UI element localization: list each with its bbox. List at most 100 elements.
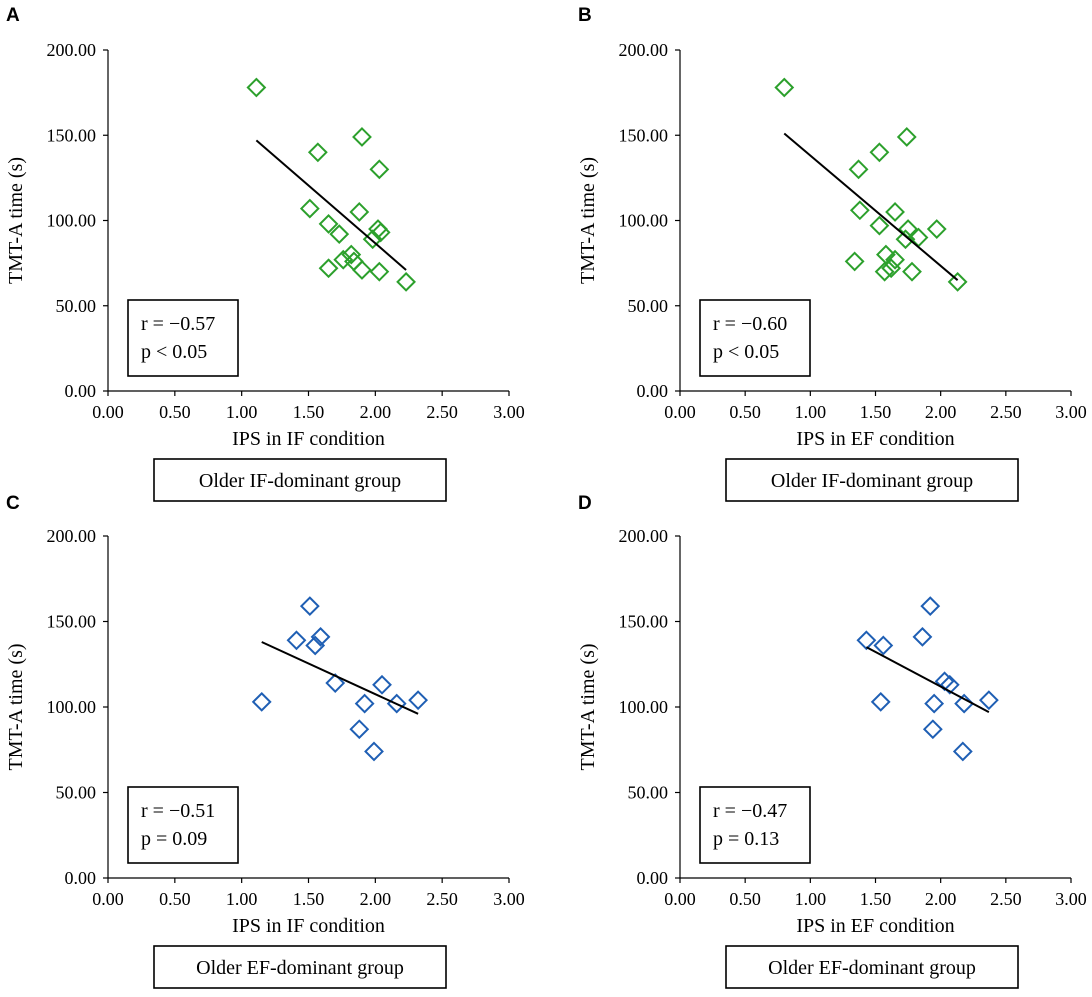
data-point [885,249,905,270]
data-point [329,224,350,245]
data-point [869,215,890,236]
trend-line [783,132,959,281]
data-point [954,693,975,714]
x-axis-title: IPS in IF condition [232,915,385,937]
data-point [885,202,905,222]
data-point [299,198,320,219]
y-axis-title: TMT-A time (s) [5,157,27,284]
y-tick-label: 0.00 [637,381,669,401]
data-point [299,596,320,617]
data-point [372,674,392,695]
data-point [408,690,429,711]
data-point [870,691,891,712]
p-value: p = 0.09 [141,828,207,850]
data-point [848,159,869,180]
panel-b: B 0.00 50.00 100.00 150.00 200.00 0.00 0.50 1.00… [577,5,1087,502]
data-point [849,200,870,221]
x-axis-title: IPS in EF condition [796,428,954,450]
data-point [902,261,922,282]
x-tick-label: 0.50 [159,402,191,422]
data-point [895,229,916,250]
x-tick-label: 1.00 [795,402,827,422]
y-tick-label: 150.00 [47,125,97,145]
y-tick-label: 50.00 [628,296,669,316]
panel-d: D 0.00 50.00 100.00 150.00 200.00 0.00 0.50 1.00… [577,493,1087,989]
y-tick-label: 200.00 [47,40,97,60]
trend-line [255,139,407,271]
p-value: p < 0.05 [141,341,207,363]
group-label: Older EF-dominant group [768,957,976,979]
data-point [978,690,999,711]
x-tick-label: 2.50 [990,402,1022,422]
x-tick-label: 3.00 [1055,889,1087,909]
x-tick-label: 1.50 [293,889,325,909]
data-point [307,142,328,163]
data-point [844,251,865,272]
y-tick-label: 200.00 [47,526,97,546]
data-point [952,741,973,762]
x-tick-label: 2.50 [426,402,458,422]
y-tick-label: 100.00 [47,697,97,717]
p-value: p = 0.13 [713,828,779,850]
x-tick-label: 0.50 [729,402,761,422]
y-tick-label: 50.00 [56,296,97,316]
data-point [924,693,945,714]
group-label-box [153,945,447,989]
y-tick-label: 150.00 [619,125,669,145]
y-tick-label: 100.00 [619,697,669,717]
x-tick-label: 1.00 [226,889,258,909]
group-label: Older IF-dominant group [199,470,401,492]
data-point [873,635,894,656]
y-tick-label: 50.00 [56,783,97,803]
x-tick-label: 3.00 [493,402,525,422]
panel-letter-d: D [578,493,592,514]
data-point [364,741,384,762]
x-tick-label: 0.00 [664,402,696,422]
data-point [926,219,947,239]
y-tick-label: 100.00 [619,211,669,231]
group-label: Older IF-dominant group [771,470,973,492]
data-point [352,260,372,280]
r-value: r = −0.57 [141,313,215,335]
panel-a: A 0.00 50.00 100.00 150.00 200.00 0.00 0.50 1.00… [5,5,525,502]
stats-box [127,786,239,864]
y-tick-label: 0.00 [637,868,669,888]
x-tick-label: 0.00 [664,889,696,909]
data-point [856,630,877,651]
x-tick-label: 2.50 [426,889,458,909]
x-tick-label: 0.00 [92,402,124,422]
y-tick-label: 200.00 [619,40,669,60]
data-point [286,630,307,651]
y-tick-label: 0.00 [65,381,97,401]
data-point [369,261,390,282]
trend-line [261,641,419,715]
y-tick-label: 50.00 [628,783,669,803]
data-point [341,244,362,265]
y-tick-label: 150.00 [47,612,97,632]
x-tick-label: 2.00 [360,889,392,909]
x-tick-label: 2.00 [360,402,392,422]
trend-line [865,646,990,714]
y-tick-label: 0.00 [65,868,97,888]
data-point [352,127,372,147]
r-value: r = −0.51 [141,800,215,822]
r-value: r = −0.47 [713,800,787,822]
panel-c: C 0.00 50.00 100.00 150.00 200.00 0.00 0.50 1.00… [5,493,525,989]
y-axis-title: TMT-A time (s) [577,643,599,770]
y-tick-label: 200.00 [619,526,669,546]
data-point [939,674,960,695]
data-point [896,127,917,147]
data-point [396,271,416,292]
x-tick-label: 0.50 [729,889,761,909]
data-point [318,213,339,234]
p-value: p < 0.05 [713,341,779,363]
data-point [354,693,375,714]
data-point [874,261,895,282]
data-point [349,202,370,222]
x-tick-label: 2.00 [925,402,957,422]
data-point [774,77,795,98]
data-point [922,719,943,740]
x-tick-label: 1.50 [293,402,325,422]
data-point [912,626,933,647]
